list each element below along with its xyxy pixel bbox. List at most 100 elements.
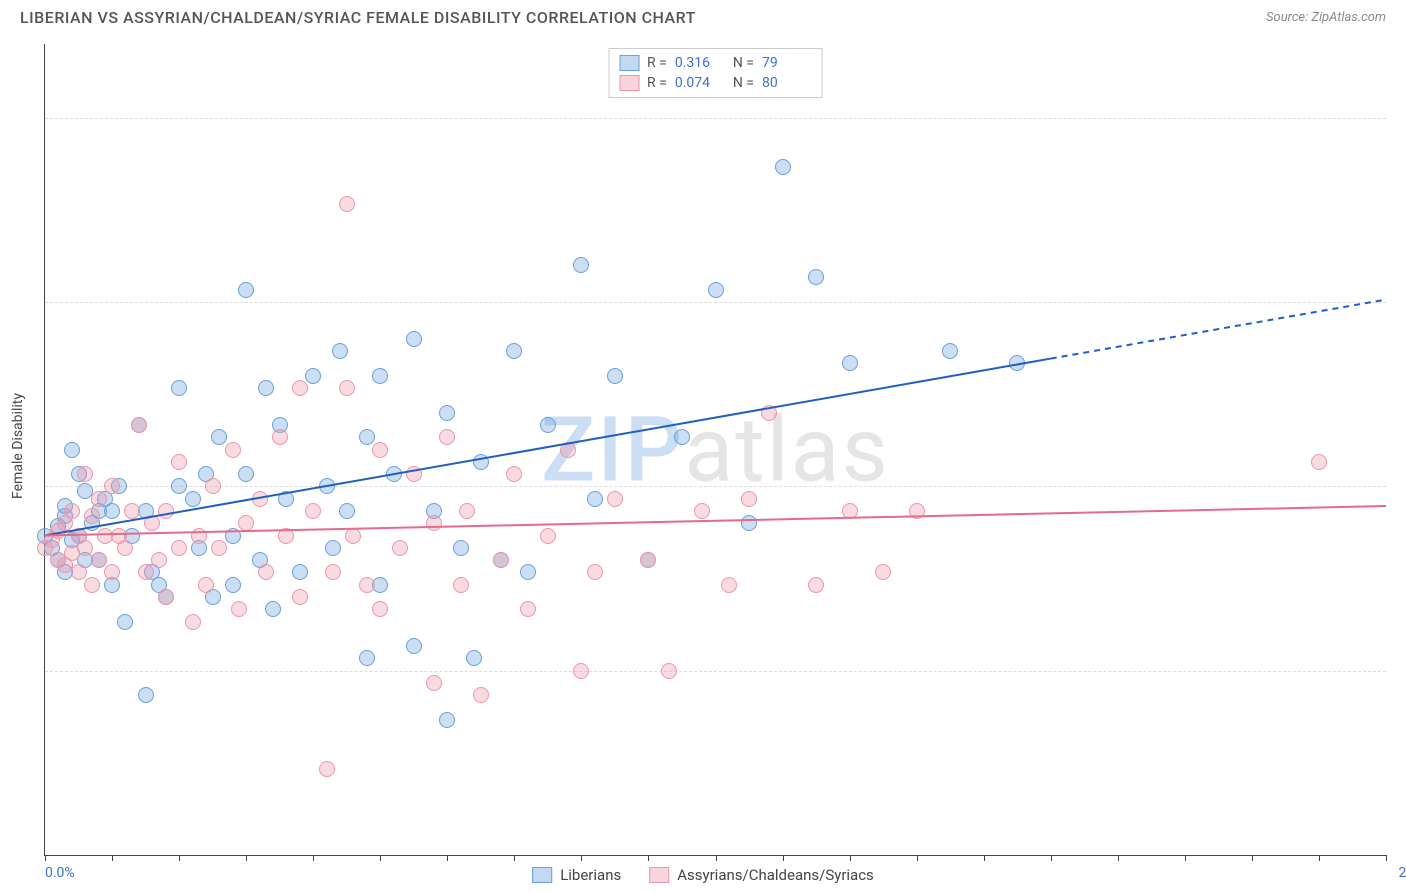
data-point: [305, 368, 321, 384]
gridline: [45, 118, 1386, 119]
data-point: [1311, 454, 1327, 470]
data-point: [292, 564, 308, 580]
data-point: [158, 503, 174, 519]
data-point: [808, 577, 824, 593]
data-point: [138, 564, 154, 580]
data-point: [225, 577, 241, 593]
data-point: [77, 466, 93, 482]
x-tick-mark: [246, 855, 247, 861]
data-point: [144, 515, 160, 531]
legend-label-liberians: Liberians: [560, 866, 621, 884]
x-tick-mark: [380, 855, 381, 861]
data-point: [808, 269, 824, 285]
data-point: [339, 380, 355, 396]
regression-line-extrapolated: [1051, 300, 1386, 359]
data-point: [319, 478, 335, 494]
x-tick-mark: [514, 855, 515, 861]
data-point: [238, 515, 254, 531]
data-point: [171, 478, 187, 494]
data-point: [359, 429, 375, 445]
x-tick-mark: [45, 855, 46, 861]
data-point: [332, 343, 348, 359]
legend-item-assyrians: Assyrians/Chaldeans/Syriacs: [649, 866, 874, 884]
scatter-plot: ZIPatlas R = 0.316 N = 79 R = 0.074 N = …: [44, 44, 1386, 856]
regression-line: [45, 359, 1051, 536]
data-point: [473, 454, 489, 470]
swatch-blue: [619, 55, 639, 71]
data-point: [493, 552, 509, 568]
data-point: [171, 540, 187, 556]
data-point: [459, 503, 475, 519]
gridline: [45, 486, 1386, 487]
chart-title: LIBERIAN VS ASSYRIAN/CHALDEAN/SYRIAC FEM…: [20, 8, 696, 27]
data-point: [694, 503, 710, 519]
data-point: [305, 503, 321, 519]
data-point: [392, 540, 408, 556]
data-point: [640, 552, 656, 568]
data-point: [91, 552, 107, 568]
data-point: [265, 601, 281, 617]
x-tick-mark: [1319, 855, 1320, 861]
data-point: [138, 687, 154, 703]
data-point: [91, 491, 107, 507]
x-tick-mark: [850, 855, 851, 861]
x-tick-mark: [112, 855, 113, 861]
data-point: [211, 429, 227, 445]
data-point: [439, 405, 455, 421]
data-point: [71, 564, 87, 580]
gridline: [45, 302, 1386, 303]
r-value-liberians: 0.316: [675, 55, 725, 71]
data-point: [506, 343, 522, 359]
r-label: R =: [647, 75, 667, 91]
data-point: [439, 429, 455, 445]
data-point: [339, 196, 355, 212]
data-point: [661, 663, 677, 679]
x-tick-mark: [783, 855, 784, 861]
data-point: [909, 503, 925, 519]
data-point: [325, 564, 341, 580]
n-value-assyrians: 80: [762, 75, 812, 91]
data-point: [607, 491, 623, 507]
data-point: [117, 540, 133, 556]
data-point: [520, 564, 536, 580]
data-point: [406, 638, 422, 654]
x-tick-mark: [1185, 855, 1186, 861]
data-point: [1009, 355, 1025, 371]
data-point: [258, 564, 274, 580]
x-axis-max-label: 20.0%: [1398, 865, 1406, 881]
x-tick-mark: [581, 855, 582, 861]
data-point: [84, 577, 100, 593]
data-point: [473, 687, 489, 703]
data-point: [540, 528, 556, 544]
data-point: [171, 380, 187, 396]
x-tick-mark: [1051, 855, 1052, 861]
data-point: [198, 577, 214, 593]
swatch-pink: [649, 867, 669, 883]
legend-row-assyrians: R = 0.074 N = 80: [619, 73, 812, 93]
data-point: [372, 601, 388, 617]
data-point: [453, 577, 469, 593]
data-point: [238, 466, 254, 482]
legend-row-liberians: R = 0.316 N = 79: [619, 53, 812, 73]
data-point: [292, 589, 308, 605]
data-point: [171, 454, 187, 470]
data-point: [278, 528, 294, 544]
data-point: [258, 380, 274, 396]
data-point: [775, 159, 791, 175]
data-point: [231, 601, 247, 617]
n-label: N =: [733, 55, 754, 71]
data-point: [607, 368, 623, 384]
x-tick-mark: [179, 855, 180, 861]
data-point: [77, 540, 93, 556]
data-point: [761, 405, 777, 421]
legend-label-assyrians: Assyrians/Chaldeans/Syriacs: [677, 866, 874, 884]
data-point: [124, 503, 140, 519]
data-point: [252, 491, 268, 507]
data-point: [278, 491, 294, 507]
data-point: [359, 650, 375, 666]
data-point: [225, 442, 241, 458]
data-point: [225, 528, 241, 544]
data-point: [185, 614, 201, 630]
data-point: [573, 257, 589, 273]
swatch-blue: [532, 867, 552, 883]
